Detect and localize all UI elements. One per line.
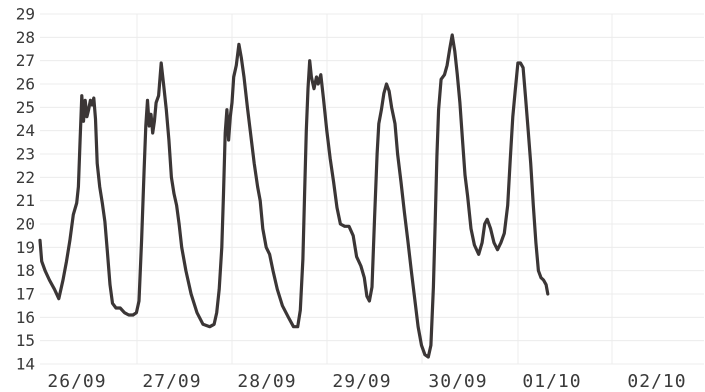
y-tick-label: 23 [16, 145, 35, 164]
y-tick-label: 24 [16, 121, 35, 140]
y-tick-label: 17 [16, 285, 35, 304]
y-tick-label: 21 [16, 191, 35, 210]
x-tick-label: 27/09 [142, 371, 201, 392]
y-tick-label: 18 [16, 261, 35, 280]
y-tick-label: 14 [16, 355, 35, 374]
grid [40, 13, 704, 365]
y-tick-label: 16 [16, 308, 35, 327]
y-tick-label: 20 [16, 215, 35, 234]
temperature-series-line [38, 33, 550, 359]
x-tick-label: 30/09 [428, 371, 487, 392]
y-tick-label: 19 [16, 238, 35, 257]
x-tick-label: 28/09 [237, 371, 296, 392]
y-tick-label: 25 [16, 98, 35, 117]
y-tick-label: 29 [16, 5, 35, 24]
y-tick-label: 28 [16, 28, 35, 47]
x-tick-label: 01/10 [522, 371, 581, 392]
y-axis-ticks: 14 15 16 17 18 19 20 21 22 23 24 25 26 27 28 29 [16, 5, 35, 374]
y-tick-label: 15 [16, 331, 35, 350]
y-tick-label: 26 [16, 75, 35, 94]
x-tick-label: 02/10 [627, 371, 686, 392]
series-layer [38, 33, 550, 359]
x-tick-label: 26/09 [47, 371, 106, 392]
y-tick-label: 27 [16, 51, 35, 70]
x-tick-label: 29/09 [332, 371, 391, 392]
y-tick-label: 22 [16, 168, 35, 187]
x-axis-ticks: 26/09 27/09 28/09 29/09 30/09 01/10 02/10 [47, 371, 686, 392]
